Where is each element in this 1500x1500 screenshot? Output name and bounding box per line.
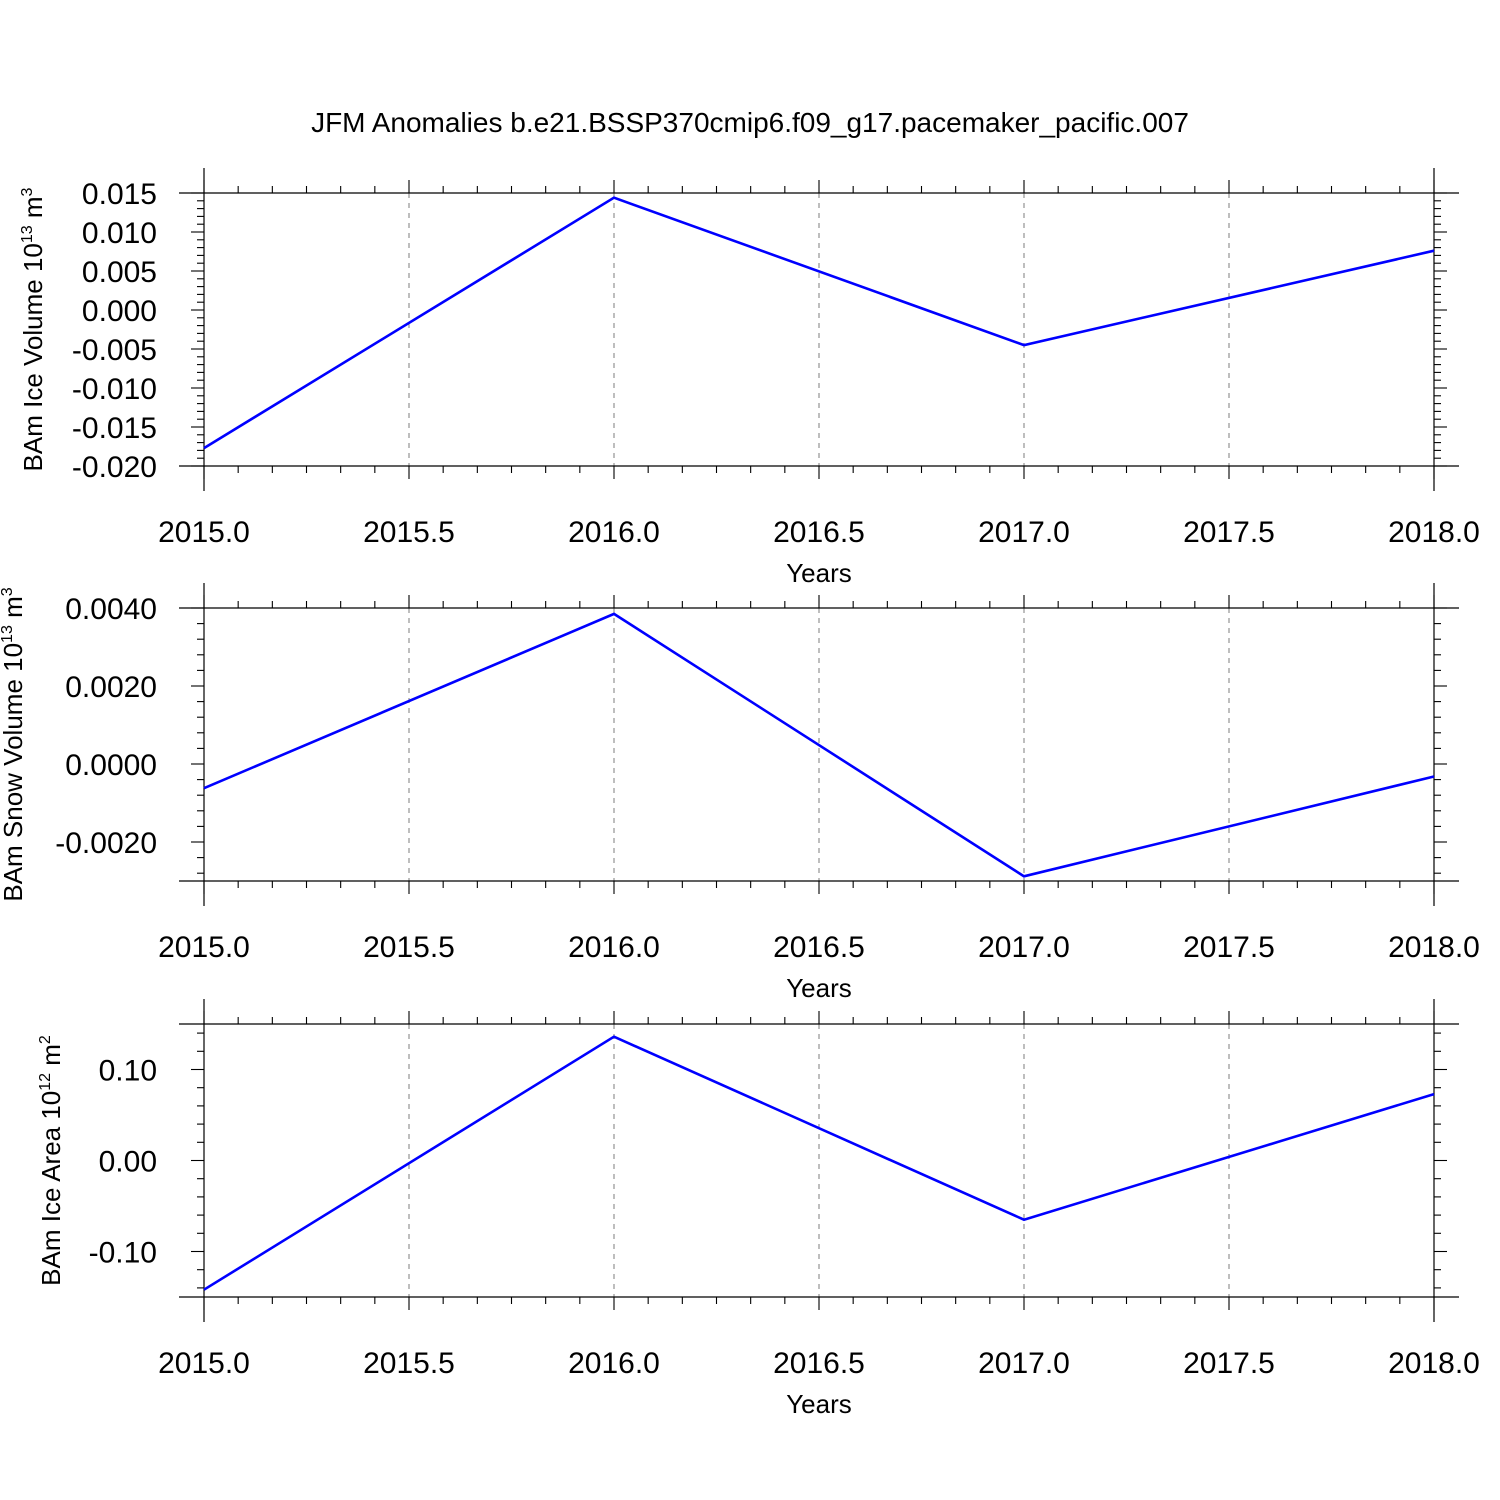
y-axis-title-part: BAm Ice Area 10: [36, 1091, 66, 1286]
figure-title: JFM Anomalies b.e21.BSSP370cmip6.f09_g17…: [311, 107, 1189, 138]
y-tick-label: 0.000: [82, 295, 157, 328]
x-axis-title: Years: [786, 1389, 852, 1419]
x-axis-title: Years: [786, 973, 852, 1003]
x-tick-label: 2015.0: [158, 1347, 250, 1380]
y-axis-title-part: m: [0, 596, 28, 625]
x-tick-label: 2016.5: [773, 931, 865, 964]
x-tick-label: 2018.0: [1388, 516, 1480, 549]
x-tick-label: 2017.0: [978, 516, 1070, 549]
y-tick-label: -0.0020: [55, 827, 157, 860]
x-tick-label: 2018.0: [1388, 931, 1480, 964]
x-tick-label: 2016.0: [568, 516, 660, 549]
x-tick-label: 2017.5: [1183, 516, 1275, 549]
panels-container: 2015.0 2015.5 2016.0 2016.5 2017.0 2017.5 2018…: [0, 168, 1480, 1419]
y-tick-label: -0.015: [72, 412, 157, 445]
y-axis-title-part: BAm Snow Volume 10: [0, 643, 28, 902]
y-tick-label: 0.10: [99, 1055, 157, 1088]
y-axis-title-part: m: [36, 1044, 66, 1073]
y-axis-title-superscript: 13: [0, 625, 16, 643]
x-tick-label: 2016.0: [568, 1347, 660, 1380]
y-tick-label: -0.005: [72, 334, 157, 367]
x-tick-label: 2015.5: [363, 516, 455, 549]
x-tick-label: 2016.5: [773, 516, 865, 549]
series-line: [203, 1035, 1435, 1291]
x-tick-label: 2016.5: [773, 1347, 865, 1380]
y-axis-title-superscript: 2: [37, 1035, 54, 1044]
y-axis-title-part: m: [18, 196, 48, 225]
series-line: [203, 196, 1435, 450]
y-axis-title-superscript: 12: [37, 1073, 54, 1091]
y-tick-label: 0.0000: [65, 749, 157, 782]
x-tick-label: 2015.0: [158, 516, 250, 549]
x-tick-label: 2015.5: [363, 931, 455, 964]
x-tick-label: 2015.5: [363, 1347, 455, 1380]
y-tick-label: 0.010: [82, 217, 157, 250]
x-axis-title: Years: [786, 558, 852, 588]
y-axis-title-superscript: 3: [0, 587, 16, 596]
y-axis-title: BAm Snow Volume 1013 m3: [0, 587, 28, 901]
y-axis-title-part: BAm Ice Volume 10: [18, 243, 48, 471]
y-axis-title-superscript: 3: [19, 187, 36, 196]
y-tick-label: 0.015: [82, 178, 157, 211]
chart-panel-1: 2015.0 2015.5 2016.0 2016.5 2017.0 2017.5 2018…: [18, 168, 1480, 588]
x-tick-label: 2017.5: [1183, 931, 1275, 964]
y-axis-title: BAm Ice Volume 1013 m3: [18, 187, 48, 471]
y-tick-label: 0.00: [99, 1146, 157, 1179]
x-tick-label: 2018.0: [1388, 1347, 1480, 1380]
y-axis-title: BAm Ice Area 1012 m2: [36, 1035, 66, 1286]
x-tick-label: 2016.0: [568, 931, 660, 964]
y-tick-label: 0.005: [82, 256, 157, 289]
chart-panel-3: 2015.0 2015.5 2016.0 2016.5 2017.0 2017.5 2018…: [36, 999, 1480, 1419]
y-tick-label: 0.0020: [65, 671, 157, 704]
x-tick-label: 2015.0: [158, 931, 250, 964]
y-tick-label: -0.10: [89, 1237, 157, 1270]
x-tick-label: 2017.5: [1183, 1347, 1275, 1380]
y-tick-label: 0.0040: [65, 593, 157, 626]
chart-panel-2: 2015.0 2015.5 2016.0 2016.5 2017.0 2017.5 2018…: [0, 583, 1480, 1003]
y-tick-label: -0.010: [72, 373, 157, 406]
y-axis-title-superscript: 13: [19, 225, 36, 243]
x-tick-label: 2017.0: [978, 931, 1070, 964]
series-line: [203, 612, 1435, 878]
x-tick-label: 2017.0: [978, 1347, 1070, 1380]
y-tick-label: -0.020: [72, 451, 157, 484]
